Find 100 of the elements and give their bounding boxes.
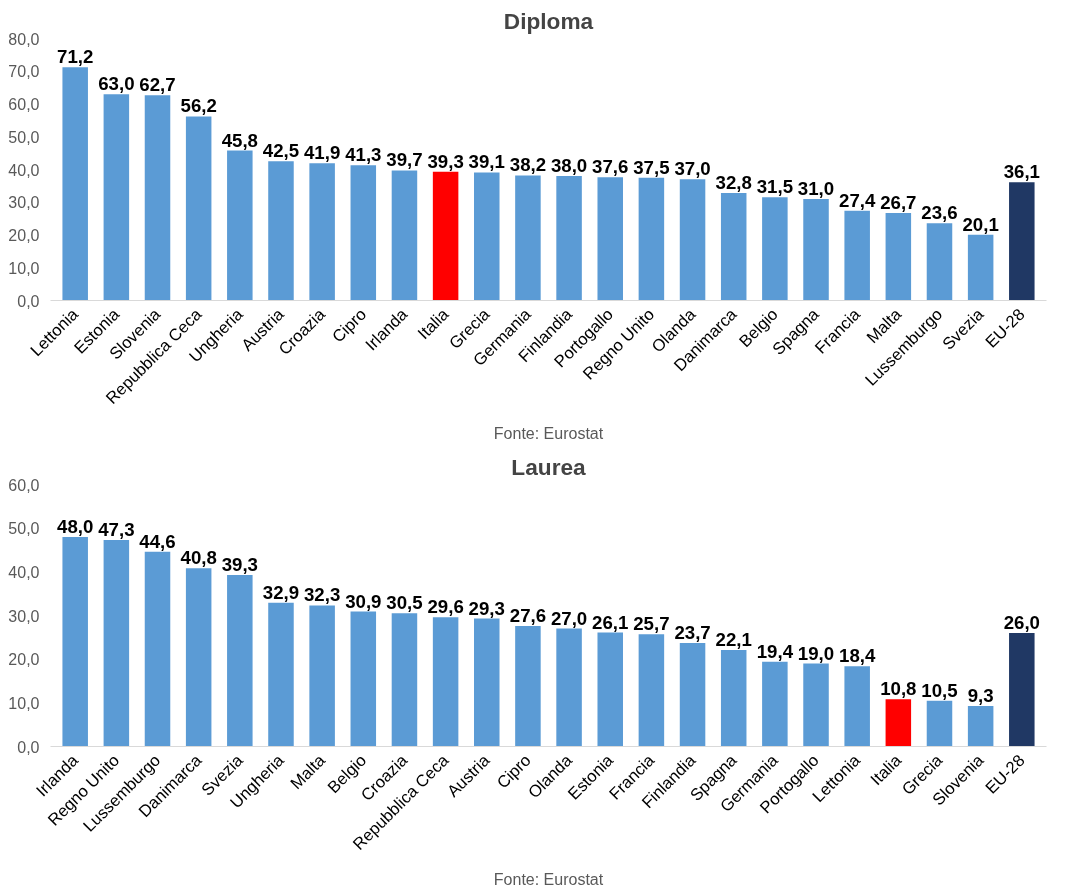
bar <box>556 628 582 747</box>
data-label: 38,0 <box>550 155 588 177</box>
data-label: 27,6 <box>509 604 547 626</box>
bar <box>350 165 377 301</box>
y-tick-label: 60,0 <box>8 96 40 113</box>
data-label: 41,9 <box>303 142 341 164</box>
bar <box>638 177 665 301</box>
data-label: 47,3 <box>98 518 135 540</box>
data-label: 32,8 <box>715 172 752 194</box>
bar <box>720 193 747 301</box>
data-label: 31,0 <box>797 177 835 199</box>
bar <box>679 643 706 747</box>
bar <box>391 613 418 747</box>
data-label: 37,0 <box>674 158 711 180</box>
bar <box>103 539 130 747</box>
source-note: Fonte: Eurostat <box>493 424 604 442</box>
bar <box>556 176 582 301</box>
bar <box>926 700 953 747</box>
data-label: 18,4 <box>839 645 876 667</box>
bar <box>803 198 829 301</box>
y-tick-label: 50,0 <box>8 520 40 538</box>
bar <box>720 650 747 747</box>
data-label: 23,6 <box>921 202 958 224</box>
data-label: 56,2 <box>180 95 217 117</box>
data-label: 39,3 <box>427 150 464 172</box>
bar <box>268 161 294 301</box>
data-label: 26,0 <box>1003 611 1040 633</box>
y-tick-label: 30,0 <box>8 194 40 212</box>
bar <box>844 210 870 301</box>
data-label: 39,3 <box>221 553 258 575</box>
data-label: 48,0 <box>57 515 94 537</box>
bar <box>679 179 706 301</box>
data-label: 10,8 <box>880 678 917 700</box>
bar <box>926 223 953 301</box>
bar <box>885 699 912 747</box>
bar <box>144 95 171 301</box>
bar <box>350 611 377 747</box>
bar <box>967 234 994 301</box>
bar <box>309 605 335 747</box>
bar <box>185 116 212 301</box>
data-label: 32,3 <box>303 584 341 606</box>
bar <box>268 602 294 747</box>
data-label: 41,3 <box>345 144 382 166</box>
bar <box>844 666 870 747</box>
bar <box>62 67 88 301</box>
y-tick-label: 20,0 <box>8 651 40 669</box>
y-tick-label: 50,0 <box>8 128 40 146</box>
bar <box>762 661 788 747</box>
data-label: 45,8 <box>221 129 258 151</box>
data-label: 62,7 <box>139 74 176 96</box>
data-label: 27,4 <box>839 189 876 211</box>
y-tick-label: 80,0 <box>8 30 40 48</box>
bar <box>309 163 335 301</box>
data-label: 71,2 <box>57 46 94 68</box>
bar <box>1009 632 1035 747</box>
data-label: 9,3 <box>967 684 994 706</box>
data-label: 39,1 <box>468 151 505 173</box>
data-label: 30,5 <box>386 592 423 614</box>
y-tick-label: 70,0 <box>8 63 40 81</box>
bar <box>967 705 994 747</box>
bar <box>474 172 500 301</box>
bar <box>227 574 253 747</box>
data-label: 29,6 <box>427 596 464 618</box>
y-tick-label: 0,0 <box>17 738 40 756</box>
bar <box>144 551 171 747</box>
bar <box>762 197 788 301</box>
bar <box>597 632 623 747</box>
data-label: 25,7 <box>633 613 670 635</box>
data-label: 27,0 <box>550 607 588 629</box>
data-label: 10,5 <box>921 679 958 701</box>
data-label: 38,2 <box>509 154 547 176</box>
data-label: 44,6 <box>139 530 176 552</box>
data-label: 36,1 <box>1003 161 1040 183</box>
bar <box>391 170 418 301</box>
chart-title: Diploma <box>503 7 594 34</box>
bar <box>227 150 253 301</box>
bar <box>474 618 500 747</box>
data-label: 30,9 <box>345 590 382 612</box>
y-tick-label: 10,0 <box>8 259 40 277</box>
data-label: 22,1 <box>715 629 752 650</box>
source-note: Fonte: Eurostat <box>493 870 604 888</box>
data-label: 32,9 <box>262 581 300 603</box>
bar <box>1009 182 1035 301</box>
bar <box>638 634 665 747</box>
data-label: 42,5 <box>262 140 300 162</box>
data-label: 23,7 <box>674 622 711 644</box>
data-label: 19,4 <box>756 640 794 662</box>
data-label: 40,8 <box>180 547 217 569</box>
y-tick-label: 60,0 <box>8 476 40 494</box>
y-tick-label: 30,0 <box>8 607 40 625</box>
bar <box>885 213 912 301</box>
bar <box>432 171 459 301</box>
chart-title: Laurea <box>511 453 587 480</box>
bar <box>432 617 459 747</box>
data-label: 37,5 <box>633 156 670 178</box>
data-label: 39,7 <box>386 149 423 171</box>
data-label: 20,1 <box>962 213 999 235</box>
y-tick-label: 40,0 <box>8 161 40 179</box>
y-tick-label: 0,0 <box>17 292 40 310</box>
data-label: 29,3 <box>468 597 505 619</box>
